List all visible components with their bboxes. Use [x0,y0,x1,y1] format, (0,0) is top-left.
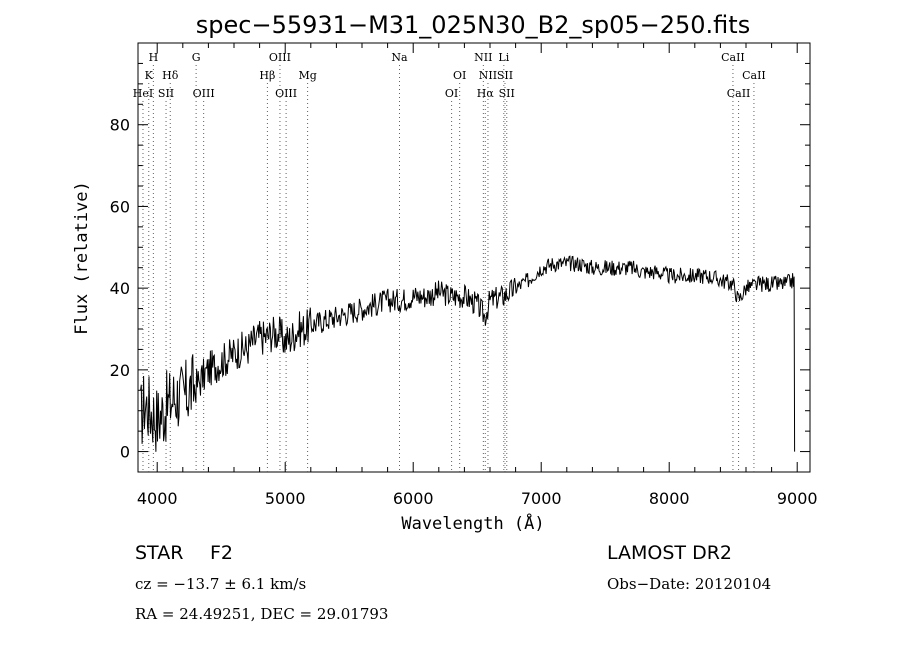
x-tick-label: 9000 [777,489,818,508]
coordinates-readout: RA = 24.49251, DEC = 29.01793 [135,605,389,623]
spectrum-series-line [140,255,796,452]
x-axis-label: Wavelength (Å) [401,512,544,534]
spectral-line-label: OIII [269,51,291,64]
x-tick-label: 4000 [137,489,178,508]
spectral-line-label: Hα [477,87,495,100]
spectral-line-label: SII [499,87,515,100]
spectral-line-label: OIII [193,87,215,100]
spectral-line-label: K [145,69,154,82]
spectral-line-label: NII [479,69,497,82]
spectral-line-label: H [149,51,159,64]
spectral-line-label: CaII [721,51,745,64]
x-tick-label: 6000 [393,489,434,508]
y-tick-label: 0 [120,443,130,462]
y-tick-label: 20 [110,361,130,380]
plot-frame [137,42,811,473]
spectral-line-label: SII [497,69,513,82]
observation-date: Obs−Date: 20120104 [607,575,772,593]
spectral-line-label: Hδ [162,69,179,82]
y-axis: 0 20 40 60 80 [110,62,810,462]
y-tick-label: 40 [110,279,130,298]
spectral-line-label: HeI [133,87,153,100]
spectral-line-label: OI [445,87,458,100]
object-class: STAR [135,542,184,564]
spectral-line-label: Hβ [259,69,275,82]
x-tick-label: 8000 [649,489,690,508]
spectral-line-label: CaII [727,87,751,100]
spectral-line-label: NII [474,51,492,64]
x-axis: 4000 5000 6000 7000 8000 9000 [137,43,818,508]
y-tick-label: 80 [110,116,130,135]
y-axis-label: Flux (relative) [72,181,92,335]
spectral-line-label: SII [158,87,174,100]
spectral-line-label: CaII [742,69,766,82]
velocity-readout: cz = −13.7 ± 6.1 km/s [135,575,307,593]
spectral-line-label: OI [453,69,466,82]
object-subclass: F2 [210,542,234,564]
spectral-line-label: Li [498,51,509,64]
spectral-line-label: OIII [275,87,297,100]
chart-title: spec−55931−M31_025N30_B2_sp05−250.fits [196,11,750,39]
spectral-line-label: Na [391,51,408,64]
x-tick-label: 5000 [265,489,306,508]
x-tick-label: 7000 [521,489,562,508]
survey-name: LAMOST DR2 [607,542,732,564]
spectral-line-label: Mg [298,69,316,82]
y-tick-label: 60 [110,197,130,216]
spectral-line-label: G [192,51,201,64]
